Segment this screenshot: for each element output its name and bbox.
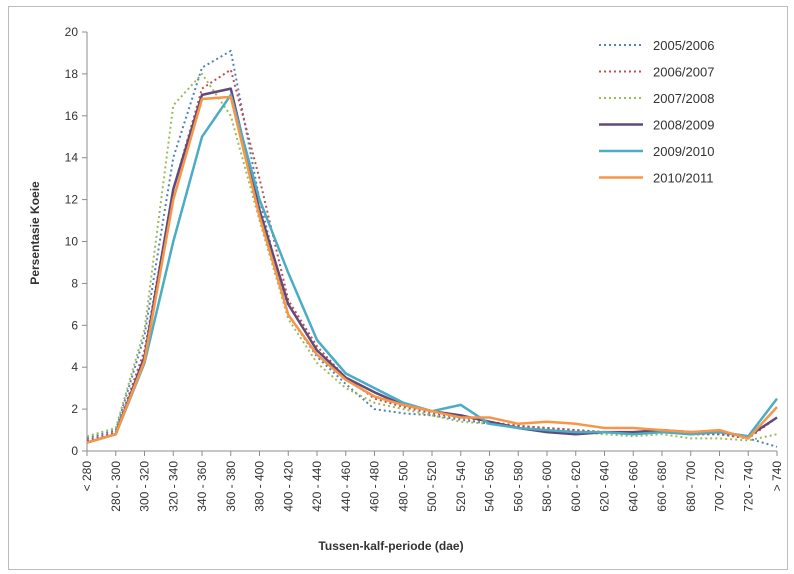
- x-tick-label: 440 - 460: [339, 461, 353, 512]
- y-tick-label: 14: [65, 151, 79, 165]
- line-chart: 0 2 4 6 8 10 12 14 16 18 20 < 280 280 - 300 300 - 320…: [28, 25, 784, 553]
- x-tick-label: < 280: [80, 461, 94, 492]
- x-tick-label: 700 - 720: [713, 461, 727, 512]
- x-tick-label: 380 - 400: [253, 461, 267, 512]
- x-tick-label: 660 - 680: [655, 461, 669, 512]
- x-tick-label: 320 - 340: [166, 461, 180, 512]
- x-tick-label: 640 - 660: [626, 461, 640, 512]
- y-tick-label: 4: [71, 360, 78, 374]
- x-tick-label: 520 - 540: [454, 461, 468, 512]
- x-tick-label: 420 - 440: [310, 461, 324, 512]
- legend-label: 2007/2008: [653, 91, 714, 106]
- legend-label: 2008/2009: [653, 118, 714, 133]
- x-tick-label: 460 - 480: [368, 461, 382, 512]
- x-tick-label: 600 - 620: [569, 461, 583, 512]
- x-tick-label: 400 - 420: [281, 461, 295, 512]
- legend: 2005/2006 2006/2007 2007/2008 2008/2009 2009…: [599, 38, 714, 186]
- series-line-2007-2008: [86, 72, 778, 442]
- y-tick-label: 16: [65, 109, 79, 123]
- x-tick-label: 300 - 320: [138, 461, 152, 512]
- series-line-2005-2006: [86, 49, 778, 448]
- legend-label: 2009/2010: [653, 144, 714, 159]
- x-tick-label: 540 - 560: [483, 461, 497, 512]
- chart-frame: 0 2 4 6 8 10 12 14 16 18 20 < 280 280 - 300 300 - 320…: [8, 6, 788, 570]
- y-tick-label: 8: [71, 276, 78, 290]
- x-tick-label: > 740: [770, 461, 784, 492]
- y-tick-label: 2: [71, 402, 78, 416]
- y-axis-title: Persentasie Koeie: [28, 181, 42, 285]
- x-tick-label: 500 - 520: [425, 461, 439, 512]
- series-lines: [86, 49, 778, 448]
- x-tick-label: 620 - 640: [598, 461, 612, 512]
- x-axis-title: Tussen-kalf-periode (dae): [318, 539, 463, 553]
- x-tick-label: 580 - 600: [540, 461, 554, 512]
- y-tick-label: 20: [65, 25, 79, 39]
- series-line-2010-2011: [86, 95, 778, 444]
- y-tick-label: 0: [71, 444, 78, 458]
- y-tick-label: 6: [71, 318, 78, 332]
- y-tick-label: 12: [65, 193, 79, 207]
- x-tick-label: 480 - 500: [396, 461, 410, 512]
- legend-label: 2010/2011: [653, 171, 714, 186]
- legend-label: 2006/2007: [653, 65, 714, 80]
- x-tick-label: 720 - 740: [741, 461, 755, 512]
- y-tick-label: 18: [65, 67, 79, 81]
- x-tick-label: 560 - 580: [511, 461, 525, 512]
- y-tick-label: 10: [65, 235, 79, 249]
- x-tick-label: 280 - 300: [109, 461, 123, 512]
- x-tick-label: 360 - 380: [224, 461, 238, 512]
- x-tick-label: 340 - 360: [195, 461, 209, 512]
- legend-label: 2005/2006: [653, 38, 714, 53]
- axes: 0 2 4 6 8 10 12 14 16 18 20 < 280 280 - 300 300 - 320…: [65, 25, 784, 512]
- x-tick-label: 680 - 700: [684, 461, 698, 512]
